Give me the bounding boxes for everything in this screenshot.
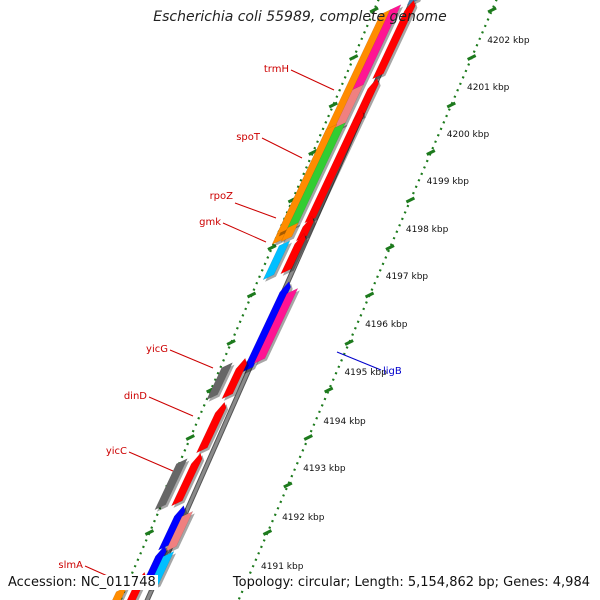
kbp-label: 4199 kbp [427,177,470,187]
gene-feature [154,458,188,511]
kbp-label: 4202 kbp [487,36,530,46]
inner-major-tick [308,149,318,156]
outer-major-tick [324,386,334,394]
inner-major-tick [349,54,359,61]
outer-major-tick [385,244,395,251]
label-layer: 4202 kbp 4201 kbp 4200 kbp 4199 kbp 4198 kbp… [58,36,529,572]
kbp-label: 4193 kbp [303,464,346,474]
topology-label: Topology: circular; Length: 5,154,862 bp… [230,575,592,590]
gene-feature [253,287,299,365]
accession-label: Accession: NC_011748 [6,575,158,590]
outer-major-tick [405,196,416,204]
kbp-label: 4192 kbp [282,513,325,523]
gene-leader-line [234,202,277,219]
outer-major-tick [446,101,456,109]
gene-label-yicC: yicC [106,446,127,457]
gene-feature [221,357,248,400]
inner-major-tick [328,101,338,109]
kbp-label: 4191 kbp [261,562,304,572]
gene-label-ligB: ligB [383,366,402,377]
gene-feature [241,281,291,373]
kbp-label: 4201 kbp [467,83,510,93]
outer-major-tick [262,529,273,536]
gene-leader-line [169,349,214,369]
kbp-label: 4200 kbp [447,130,490,140]
gene-label-slmA: slmA [58,560,83,571]
gene-feature [195,401,227,454]
gene-feature [280,232,306,275]
gene-feature [206,362,234,401]
gene-leader-line [148,396,194,417]
gene-label-yicG: yicG [146,344,168,355]
gene-feature [371,0,416,80]
gene-feature [170,452,203,507]
gene-label-trmH: trmH [264,64,289,75]
kbp-label: 4198 kbp [406,225,449,235]
gene-feature [262,240,291,281]
tick-layer [119,0,498,600]
gene-leader-line [336,351,382,371]
kbp-label: 4195 kbp [344,368,387,378]
gene-leader-line [290,69,335,91]
inner-major-tick [185,434,195,441]
inner-major-tick [246,291,257,299]
gene-leader-line [222,222,267,243]
inner-major-tick [267,244,277,251]
outer-major-tick [303,434,313,441]
gene-feature [164,510,194,553]
gene-label-spoT: spoT [236,132,261,143]
gene-leader-line [261,137,303,159]
outer-major-tick [283,481,293,489]
inner-major-tick [369,6,379,14]
kbp-label: 4196 kbp [365,320,408,330]
outer-major-tick [487,6,497,14]
feature-layer [112,0,421,600]
outer-major-tick [344,339,354,346]
outer-major-tick [467,54,477,61]
outer-major-tick [426,149,436,156]
map-title: Escherichia coli 55989, complete genome [153,9,447,25]
outer-major-tick [364,291,375,299]
inner-major-tick [144,529,155,536]
gene-label-rpoZ: rpoZ [210,191,234,202]
inner-major-tick [226,339,236,346]
gene-label-dinD: dinD [124,391,147,402]
kbp-label: 4197 kbp [386,272,429,282]
gene-feature [280,222,299,243]
gene-label-gmk: gmk [199,217,221,228]
kbp-label: 4194 kbp [323,417,366,427]
gene-leader-line [128,451,174,472]
